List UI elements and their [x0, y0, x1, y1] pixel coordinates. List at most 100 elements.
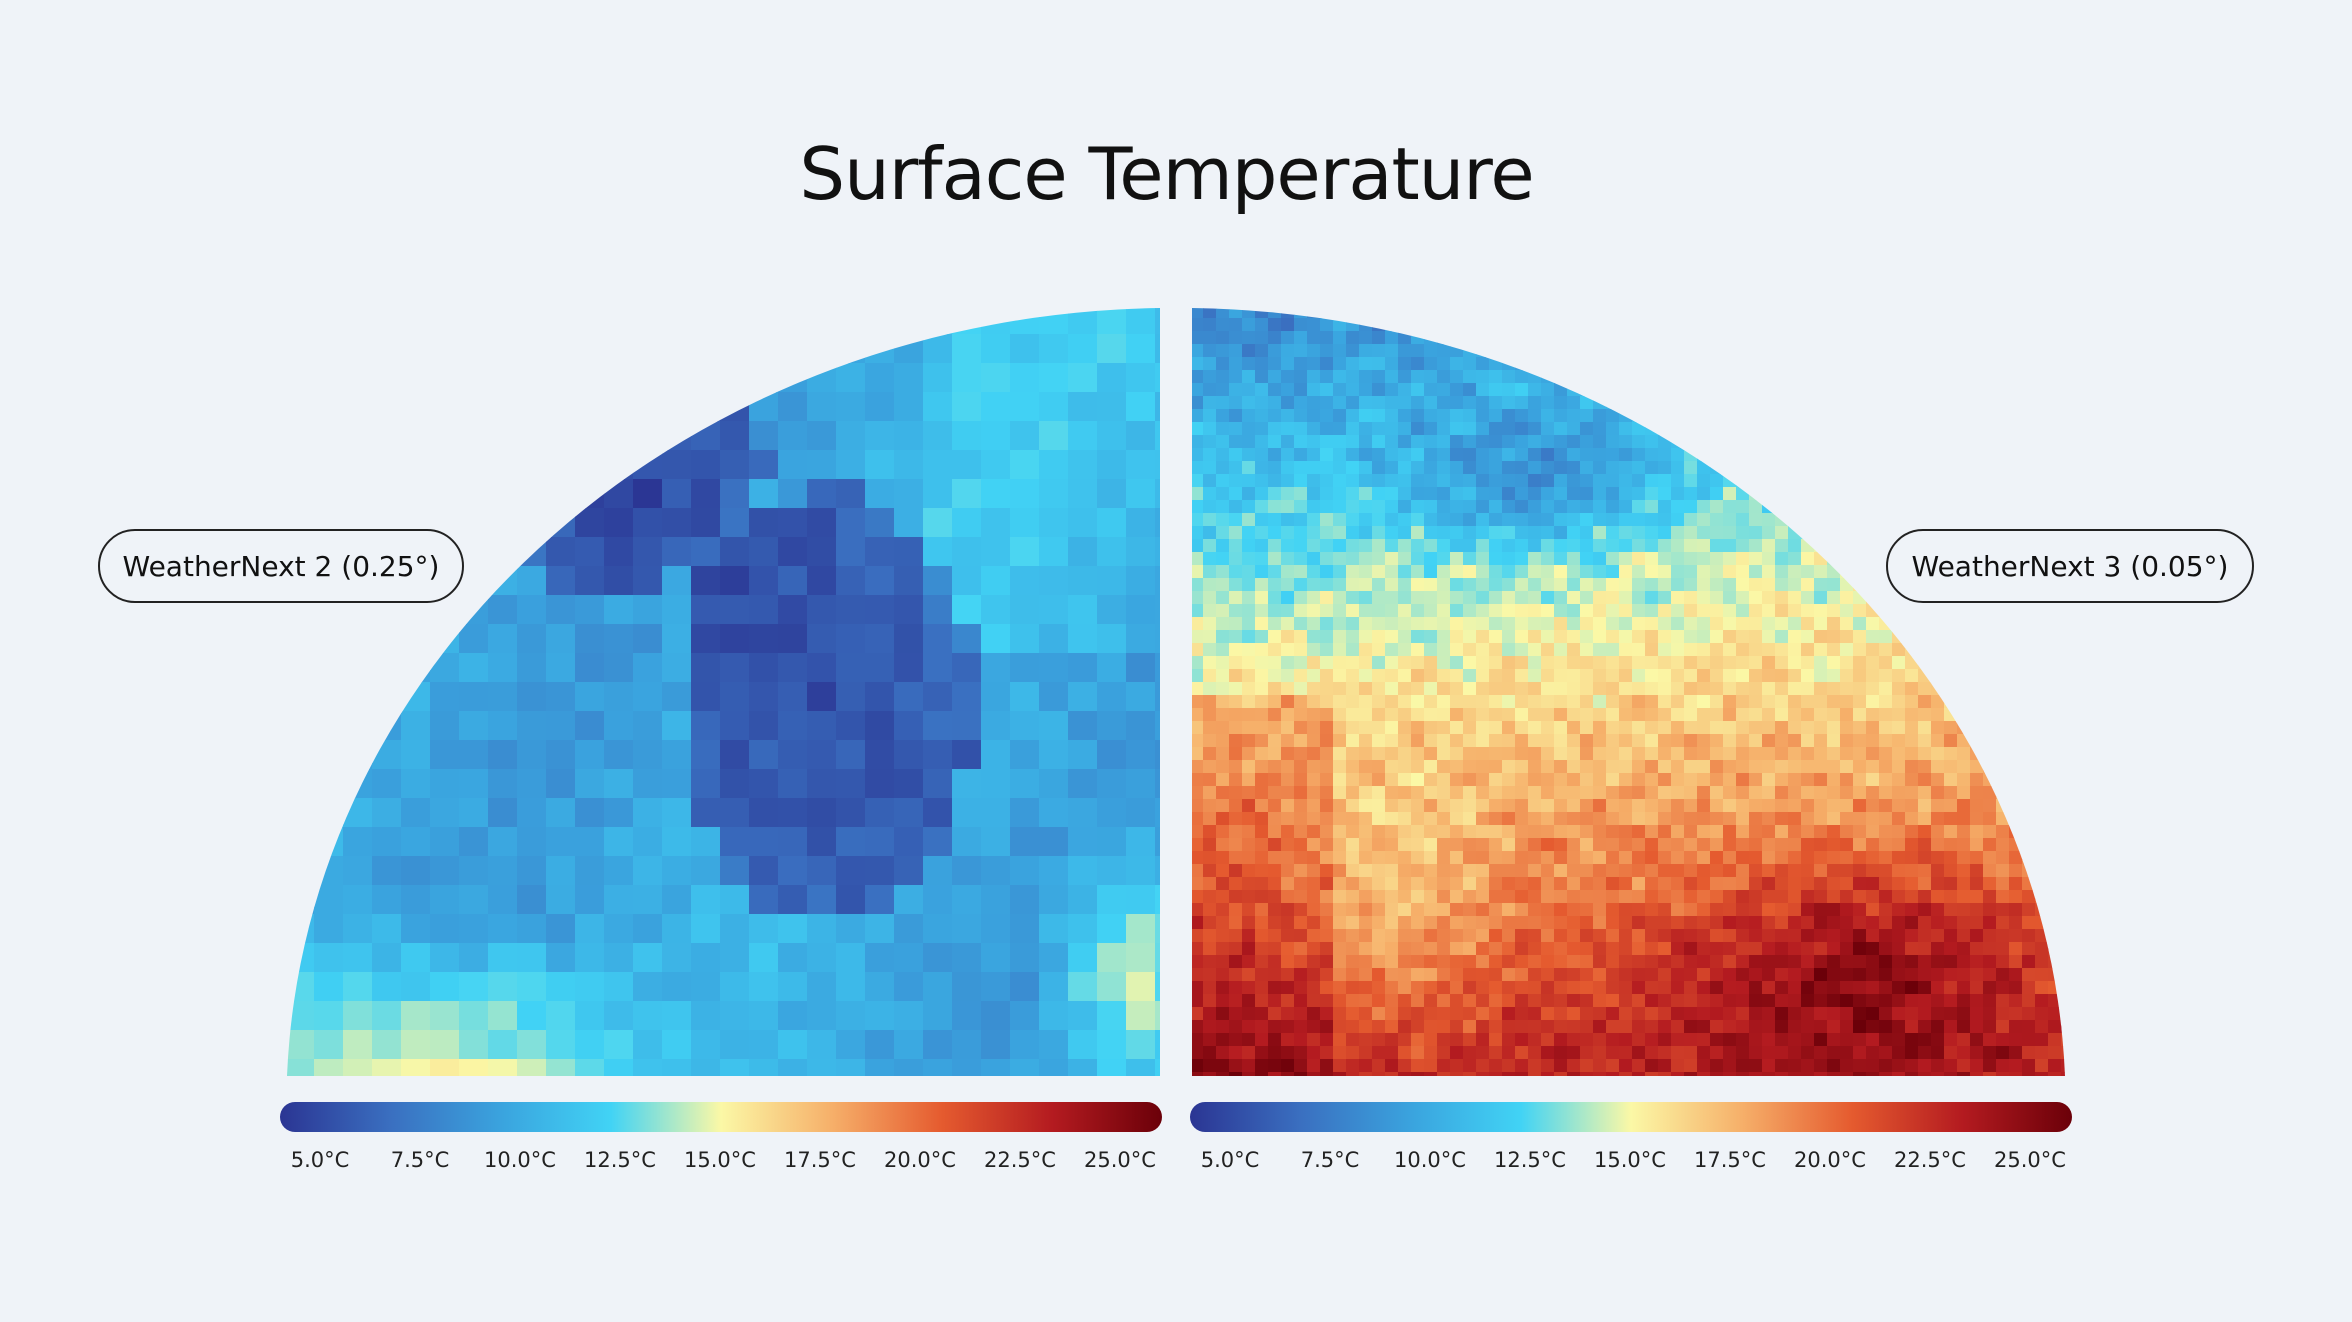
temperature-cell	[1010, 914, 1040, 944]
temperature-cell	[2048, 903, 2062, 917]
temperature-cell	[2022, 370, 2036, 384]
temperature-cell	[575, 308, 605, 335]
temperature-cell	[1229, 799, 1243, 813]
temperature-cell	[1892, 669, 1906, 683]
temperature-cell	[2022, 903, 2036, 917]
temperature-cell	[2048, 864, 2062, 878]
temperature-cell	[1762, 591, 1776, 605]
temperature-cell	[1892, 812, 1906, 826]
temperature-cell	[1970, 734, 1984, 748]
temperature-cell	[1996, 773, 2010, 787]
temperature-cell	[1606, 695, 1620, 709]
temperature-cell	[1528, 747, 1542, 761]
temperature-cell	[1606, 448, 1620, 462]
temperature-cell	[1697, 500, 1711, 514]
temperature-cell	[1775, 318, 1789, 332]
temperature-cell	[2048, 396, 2062, 410]
temperature-cell	[1294, 331, 1308, 345]
temperature-cell	[2022, 864, 2036, 878]
temperature-cell	[1242, 656, 1256, 670]
temperature-cell	[2009, 773, 2023, 787]
temperature-cell	[1068, 308, 1098, 335]
temperature-cell	[778, 914, 808, 944]
temperature-cell	[836, 1001, 866, 1031]
temperature-cell	[1645, 308, 1659, 319]
temperature-cell	[1632, 734, 1646, 748]
temperature-cell	[1502, 955, 1516, 969]
temperature-cell	[287, 479, 315, 509]
temperature-cell	[1684, 799, 1698, 813]
temperature-cell	[865, 595, 895, 625]
temperature-cell	[836, 653, 866, 683]
temperature-cell	[1554, 526, 1568, 540]
temperature-cell	[546, 914, 576, 944]
temperature-cell	[1983, 461, 1997, 475]
temperature-cell	[1814, 370, 1828, 384]
temperature-cell	[1489, 812, 1503, 826]
temperature-cell	[1814, 357, 1828, 371]
temperature-cell	[1424, 308, 1438, 319]
temperature-cell	[1424, 864, 1438, 878]
temperature-cell	[2035, 682, 2049, 696]
temperature-cell	[1281, 786, 1295, 800]
temperature-cell	[1775, 643, 1789, 657]
temperature-cell	[517, 769, 547, 799]
temperature-cell	[1203, 916, 1217, 930]
temperature-cell	[1645, 1020, 1659, 1034]
temperature-cell	[2061, 669, 2065, 683]
temperature-cell	[1905, 513, 1919, 527]
temperature-cell	[1411, 630, 1425, 644]
temperature-cell	[1320, 1020, 1334, 1034]
temperature-cell	[894, 508, 924, 538]
temperature-cell	[1155, 1001, 1160, 1031]
temperature-cell	[1346, 552, 1360, 566]
temperature-cell	[1515, 994, 1529, 1008]
temperature-cell	[1437, 357, 1451, 371]
temperature-cell	[1905, 838, 1919, 852]
temperature-cell	[1567, 357, 1581, 371]
temperature-cell	[1983, 747, 1997, 761]
temperature-cell	[488, 624, 518, 654]
temperature-cell	[1983, 344, 1997, 358]
temperature-cell	[1372, 695, 1386, 709]
temperature-cell	[1658, 708, 1672, 722]
temperature-cell	[1411, 708, 1425, 722]
temperature-cell	[1944, 308, 1958, 319]
temperature-cell	[1216, 773, 1230, 787]
temperature-cell	[1437, 383, 1451, 397]
temperature-cell	[517, 450, 547, 480]
temperature-cell	[1736, 734, 1750, 748]
temperature-cell	[1242, 357, 1256, 371]
temperature-cell	[1671, 669, 1685, 683]
temperature-cell	[1155, 595, 1160, 625]
temperature-cell	[1554, 955, 1568, 969]
temperature-cell	[1411, 591, 1425, 605]
temperature-cell	[1450, 669, 1464, 683]
temperature-cell	[1192, 1072, 1204, 1076]
temperature-cell	[1593, 851, 1607, 865]
temperature-cell	[1749, 308, 1763, 319]
temperature-cell	[1126, 798, 1156, 828]
colorbar-tick-label: 5.0°C	[290, 1148, 350, 1172]
temperature-cell	[1515, 591, 1529, 605]
temperature-cell	[1294, 825, 1308, 839]
temperature-cell	[1515, 500, 1529, 514]
temperature-cell	[1554, 591, 1568, 605]
temperature-cell	[1814, 812, 1828, 826]
temperature-cell	[1424, 955, 1438, 969]
temperature-cell	[2035, 851, 2049, 865]
temperature-cell	[1996, 669, 2010, 683]
temperature-cell	[2035, 1059, 2049, 1073]
temperature-cell	[1192, 669, 1204, 683]
temperature-cell	[1931, 890, 1945, 904]
temperature-cell	[1437, 994, 1451, 1008]
temperature-cell	[1192, 838, 1204, 852]
temperature-cell	[1736, 448, 1750, 462]
temperature-cell	[1281, 578, 1295, 592]
temperature-cell	[1411, 799, 1425, 813]
temperature-cell	[1398, 1007, 1412, 1021]
temperature-cell	[1892, 864, 1906, 878]
temperature-cell	[1372, 500, 1386, 514]
temperature-cell	[1255, 916, 1269, 930]
